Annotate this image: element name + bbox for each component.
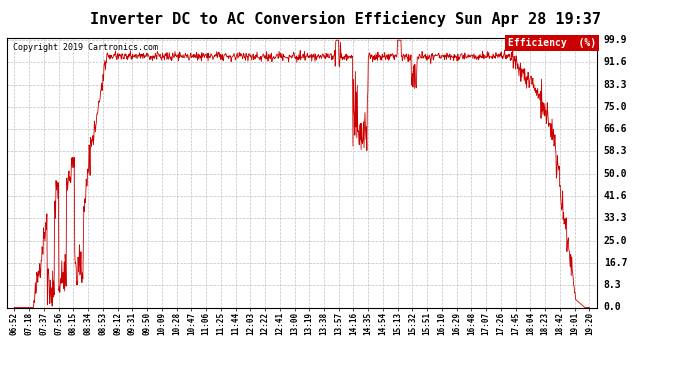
Text: 75.0: 75.0 [604, 102, 627, 112]
Text: 83.3: 83.3 [604, 80, 627, 90]
Text: 0.0: 0.0 [604, 303, 622, 312]
Text: 33.3: 33.3 [604, 213, 627, 223]
Text: 41.6: 41.6 [604, 191, 627, 201]
Text: 8.3: 8.3 [604, 280, 622, 290]
Text: 58.3: 58.3 [604, 147, 627, 156]
Text: 16.7: 16.7 [604, 258, 627, 268]
Text: 66.6: 66.6 [604, 124, 627, 134]
Text: 50.0: 50.0 [604, 169, 627, 179]
Text: Copyright 2019 Cartronics.com: Copyright 2019 Cartronics.com [13, 43, 158, 52]
Text: Inverter DC to AC Conversion Efficiency Sun Apr 28 19:37: Inverter DC to AC Conversion Efficiency … [90, 11, 600, 27]
Text: 91.6: 91.6 [604, 57, 627, 68]
Text: 99.9: 99.9 [604, 35, 627, 45]
Text: 25.0: 25.0 [604, 236, 627, 246]
Text: Efficiency  (%): Efficiency (%) [508, 38, 596, 48]
